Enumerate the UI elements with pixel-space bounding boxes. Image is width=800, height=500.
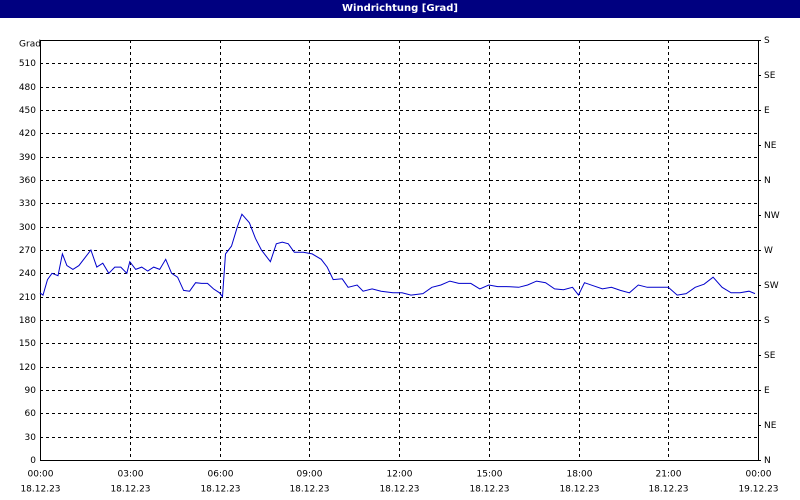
y2-tick-label: E	[764, 386, 770, 396]
y-tick-label: 120	[19, 363, 36, 373]
y-tick-label: 240	[19, 269, 36, 279]
x-tick-date: 18.12.23	[289, 485, 329, 495]
y-tick-label: 510	[19, 59, 36, 69]
y-tick-label: 360	[19, 176, 36, 186]
y-tick-label: 480	[19, 83, 36, 93]
x-tick-date: 18.12.23	[559, 485, 599, 495]
x-tick-date: 18.12.23	[469, 485, 509, 495]
x-tick-date: 18.12.23	[200, 485, 240, 495]
y2-tick-label: N	[764, 176, 771, 186]
y-tick-label: 210	[19, 293, 36, 303]
y2-tick-label: N	[764, 456, 771, 466]
y-tick-label: 450	[19, 106, 36, 116]
x-tick-date: 18.12.23	[110, 485, 150, 495]
y-axis-label: Grad	[19, 40, 41, 50]
x-tick-date: 19.12.23	[738, 485, 778, 495]
y-tick-label: 60	[25, 409, 37, 419]
x-tick-label: 03:00	[118, 470, 144, 480]
x-tick-label: 09:00	[297, 470, 323, 480]
y-tick-label: 330	[19, 199, 36, 209]
title-bar: Windrichtung [Grad]	[0, 0, 800, 18]
x-tick-label: 12:00	[387, 470, 413, 480]
x-tick-label: 21:00	[656, 470, 682, 480]
x-tick-label: 00:00	[746, 470, 772, 480]
x-tick-label: 00:00	[28, 470, 54, 480]
x-tick-label: 15:00	[477, 470, 503, 480]
plot-border	[40, 40, 759, 461]
y2-tick-label: SW	[764, 281, 779, 291]
y2-tick-label: S	[764, 36, 770, 46]
y-tick-label: 150	[19, 339, 36, 349]
y-tick-label: 0	[30, 456, 36, 466]
y2-tick-label: NE	[764, 141, 777, 151]
y-tick-label: 180	[19, 316, 36, 326]
x-tick-date: 18.12.23	[379, 485, 419, 495]
x-tick-label: 18:00	[567, 470, 593, 480]
y-tick-label: 420	[19, 129, 36, 139]
y-tick-label: 300	[19, 223, 36, 233]
y-tick-label: 270	[19, 246, 36, 256]
x-tick-date: 18.12.23	[20, 485, 60, 495]
y2-tick-label: E	[764, 106, 770, 116]
y2-tick-label: SE	[764, 71, 776, 81]
y2-tick-label: S	[764, 316, 770, 326]
x-tick-date: 18.12.23	[648, 485, 688, 495]
y2-tick-label: NE	[764, 421, 777, 431]
y-tick-label: 30	[25, 433, 37, 443]
y2-tick-label: NW	[764, 211, 780, 221]
y-tick-label: 90	[25, 386, 37, 396]
y-tick-label: 390	[19, 153, 36, 163]
x-tick-label: 06:00	[208, 470, 234, 480]
y2-tick-label: SE	[764, 351, 776, 361]
y2-tick-label: W	[764, 246, 773, 256]
data-line	[39, 213, 756, 299]
